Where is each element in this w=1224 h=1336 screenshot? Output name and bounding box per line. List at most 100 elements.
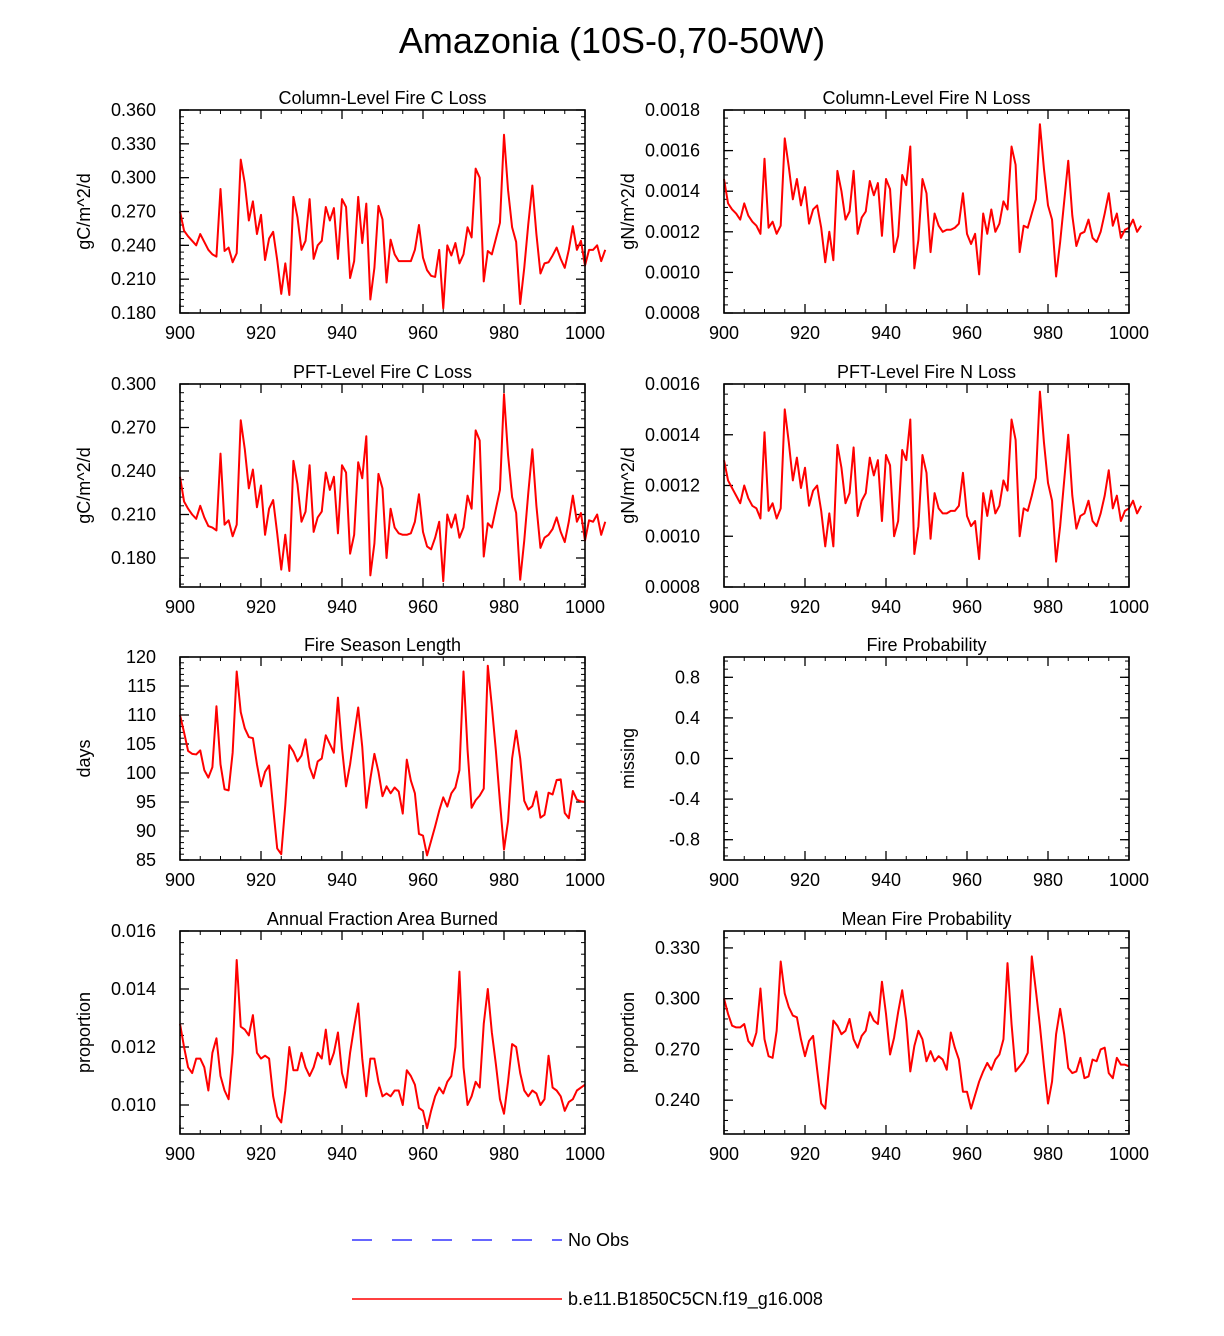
panel-annual-fraction-area-burned: Annual Fraction Area Burned proportion 900…: [74, 909, 605, 1164]
x-tick-label: 940: [871, 1144, 901, 1164]
x-tick-label: 920: [246, 870, 276, 890]
x-tick-label: 1000: [565, 1144, 605, 1164]
y-tick-label: 0.8: [675, 667, 700, 687]
y-tick-label: 0.0014: [645, 425, 700, 445]
plot-frame: [179, 383, 586, 588]
y-tick-label: 0.0018: [645, 100, 700, 120]
x-tick-label: 940: [871, 597, 901, 617]
y-tick-label: 85: [136, 850, 156, 870]
y-tick-label: 0.330: [655, 938, 700, 958]
y-tick-label: 90: [136, 821, 156, 841]
panels-container: Column-Level Fire C Loss gC/m^2/d 900 920 94…: [74, 88, 1149, 1164]
y-tick-label: 120: [126, 647, 156, 667]
y-tick-label: 0.300: [111, 168, 156, 188]
plot-frame: [723, 109, 1130, 314]
x-tick-label: 920: [790, 870, 820, 890]
x-tick-label: 920: [790, 597, 820, 617]
y-axis-label: gC/m^2/d: [74, 447, 94, 523]
x-tick-label: 960: [952, 1144, 982, 1164]
panel-title: Mean Fire Probability: [841, 909, 1011, 929]
y-tick-label: 0.012: [111, 1037, 156, 1057]
figure-title: Amazonia (10S-0,70-50W): [399, 20, 825, 61]
y-tick-label: 110: [127, 705, 156, 725]
x-tick-label: 900: [165, 597, 195, 617]
y-tick-label: 105: [126, 734, 156, 754]
x-tick-label: 920: [246, 323, 276, 343]
series-line: [179, 664, 586, 857]
x-tick-label: 980: [1033, 870, 1063, 890]
series-line: [723, 390, 1143, 563]
series-line: [723, 123, 1142, 278]
y-tick-label: 0.270: [111, 202, 156, 222]
y-tick-label: 0.240: [655, 1090, 700, 1110]
y-tick-label: 0.210: [111, 269, 156, 289]
x-tick-label: 980: [489, 1144, 519, 1164]
panel-fire-season-length: Fire Season Length days 900 920 940 960 980 100…: [74, 635, 605, 890]
y-tick-label: 0.0: [675, 749, 700, 769]
x-tick-label: 940: [871, 323, 901, 343]
y-tick-label: 0.0008: [645, 303, 700, 323]
x-tick-label: 940: [871, 870, 901, 890]
y-tick-label: 95: [136, 792, 156, 812]
panel-pft-level-fire-c-loss: PFT-Level Fire C Loss gC/m^2/d 900 920 940 96…: [74, 362, 607, 617]
x-tick-label: 900: [165, 1144, 195, 1164]
y-tick-label: 0.4: [675, 708, 700, 728]
y-tick-label: 0.0010: [645, 526, 700, 546]
x-tick-label: 980: [489, 323, 519, 343]
x-tick-label: 960: [952, 323, 982, 343]
y-tick-label: 0.360: [111, 100, 156, 120]
x-tick-label: 960: [408, 597, 438, 617]
x-tick-label: 980: [489, 870, 519, 890]
y-tick-label: 0.330: [111, 134, 156, 154]
y-tick-label: 0.014: [111, 979, 156, 999]
x-tick-label: 960: [408, 870, 438, 890]
x-tick-label: 960: [408, 323, 438, 343]
plot-frame: [179, 930, 586, 1135]
plot-frame: [179, 109, 586, 314]
panel-title: PFT-Level Fire N Loss: [837, 362, 1016, 382]
panel-title: Annual Fraction Area Burned: [267, 909, 498, 929]
y-tick-label: 0.0008: [645, 577, 700, 597]
panel-mean-fire-probability: Mean Fire Probability proportion 900 920 940…: [618, 909, 1149, 1164]
y-axis-label: gN/m^2/d: [618, 447, 638, 523]
panel-title: Column-Level Fire C Loss: [278, 88, 486, 108]
y-tick-label: 0.180: [111, 548, 156, 568]
y-tick-label: 0.0016: [645, 141, 700, 161]
y-tick-label: -0.4: [669, 789, 700, 809]
x-tick-label: 940: [327, 597, 357, 617]
y-tick-label: 0.210: [111, 505, 156, 525]
y-tick-label: 0.180: [111, 303, 156, 323]
panel-title: Column-Level Fire N Loss: [822, 88, 1030, 108]
x-tick-label: 940: [327, 323, 357, 343]
panel-column-level-fire-n-loss: Column-Level Fire N Loss gN/m^2/d 900 920 94…: [618, 88, 1149, 343]
plot-frame: [723, 930, 1130, 1135]
legend-label-model: b.e11.B1850C5CN.f19_g16.008: [568, 1289, 823, 1310]
y-tick-label: 0.0014: [645, 181, 700, 201]
panel-title: PFT-Level Fire C Loss: [293, 362, 472, 382]
y-axis-label: proportion: [618, 992, 638, 1073]
x-tick-label: 920: [246, 597, 276, 617]
x-tick-label: 1000: [565, 870, 605, 890]
x-tick-label: 920: [246, 1144, 276, 1164]
x-tick-label: 900: [165, 323, 195, 343]
legend-label-no-obs: No Obs: [568, 1230, 629, 1250]
x-tick-label: 1000: [565, 597, 605, 617]
plot-frame: [723, 656, 1130, 861]
x-tick-label: 980: [1033, 323, 1063, 343]
plot-frame: [723, 383, 1130, 588]
y-tick-label: 0.300: [655, 989, 700, 1009]
series-line: [179, 959, 586, 1130]
panel-title: Fire Probability: [866, 635, 986, 655]
x-tick-label: 900: [165, 870, 195, 890]
x-tick-label: 900: [709, 1144, 739, 1164]
x-tick-label: 1000: [1109, 870, 1149, 890]
panel-title: Fire Season Length: [304, 635, 461, 655]
x-tick-label: 980: [489, 597, 519, 617]
y-tick-label: 0.270: [655, 1039, 700, 1059]
y-tick-label: 100: [126, 763, 156, 783]
y-tick-label: 0.270: [111, 418, 156, 438]
y-tick-label: 0.240: [111, 461, 156, 481]
y-tick-label: -0.8: [669, 830, 700, 850]
x-tick-label: 1000: [1109, 1144, 1149, 1164]
